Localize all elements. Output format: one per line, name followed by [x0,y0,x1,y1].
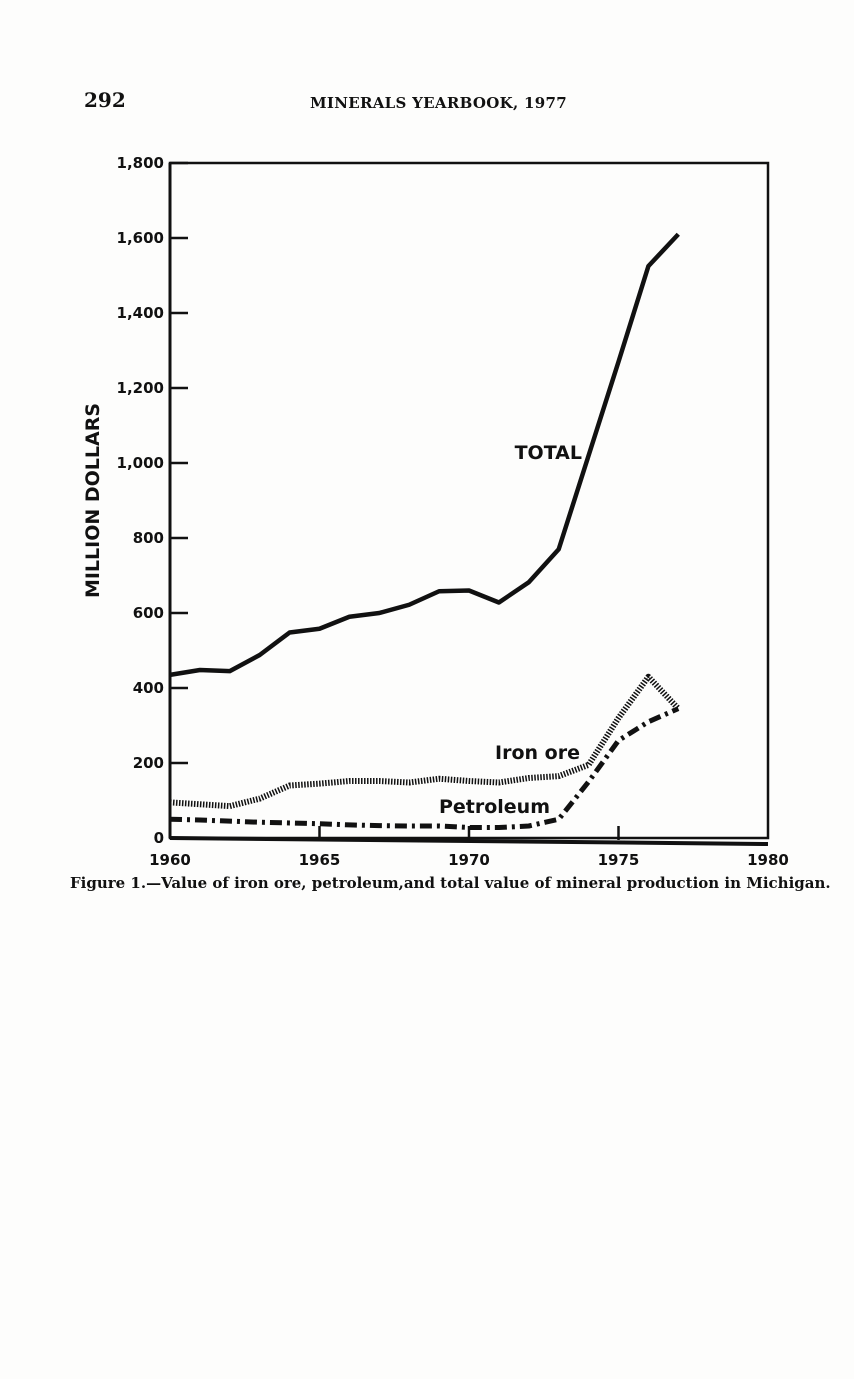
y-tick-label: 600 [133,604,164,622]
y-tick-label: 1,400 [117,304,164,322]
plot-frame [168,161,770,840]
figure-caption: Figure 1.—Value of iron ore, petroleum,a… [70,874,831,892]
running-header: MINERALS YEARBOOK, 1977 [310,94,567,112]
y-tick-label: 0 [154,829,164,847]
x-tick-label: 1965 [299,851,341,869]
series-line-petroleum [169,706,680,830]
y-tick-label: 200 [133,754,164,772]
y-axis-label: MILLION DOLLARS [82,403,104,598]
series-line-iron-ore [169,673,681,810]
x-tick-label: 1975 [598,851,640,869]
x-tick-label: 1980 [747,851,789,869]
y-tick-label: 400 [133,679,164,697]
series-label: Petroleum [439,796,550,818]
series-label: TOTAL [515,442,582,464]
x-tick-label: 1970 [448,851,490,869]
series-line-total [169,232,680,678]
series-label: Iron ore [495,742,580,764]
y-tick-label: 800 [133,529,164,547]
y-tick-label: 1,600 [117,229,164,247]
x-axis [169,836,769,846]
x-tick-label: 1960 [149,851,191,869]
page-number: 292 [84,88,126,112]
y-tick-label: 1,000 [117,454,164,472]
y-tick-label: 1,800 [117,154,164,172]
y-tick-label: 1,200 [117,379,164,397]
